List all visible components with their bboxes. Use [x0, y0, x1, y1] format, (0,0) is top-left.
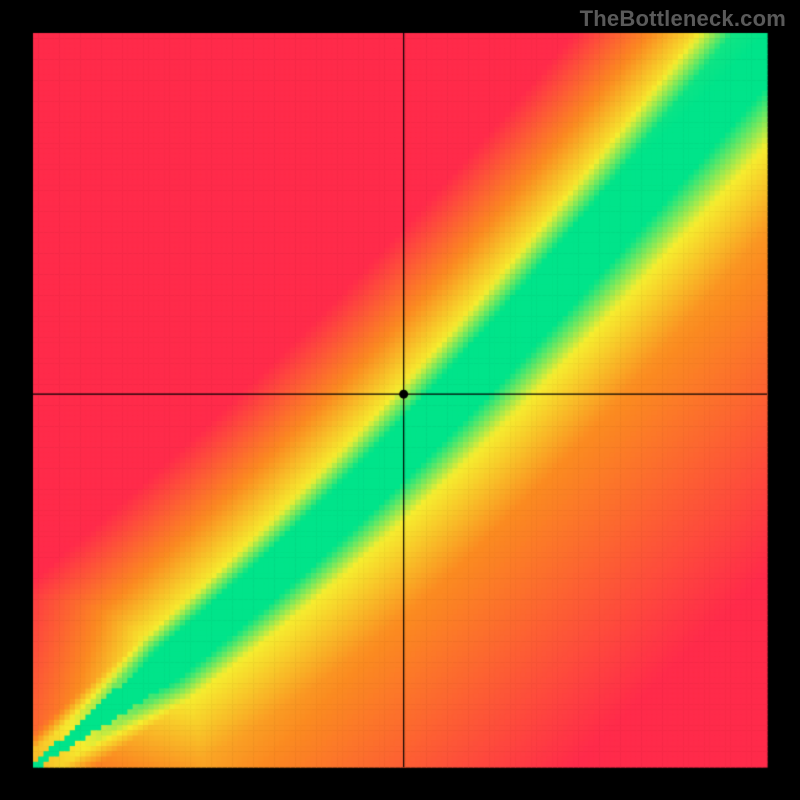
chart-container: TheBottleneck.com [0, 0, 800, 800]
watermark-text: TheBottleneck.com [580, 6, 786, 32]
bottleneck-heatmap [0, 0, 800, 800]
